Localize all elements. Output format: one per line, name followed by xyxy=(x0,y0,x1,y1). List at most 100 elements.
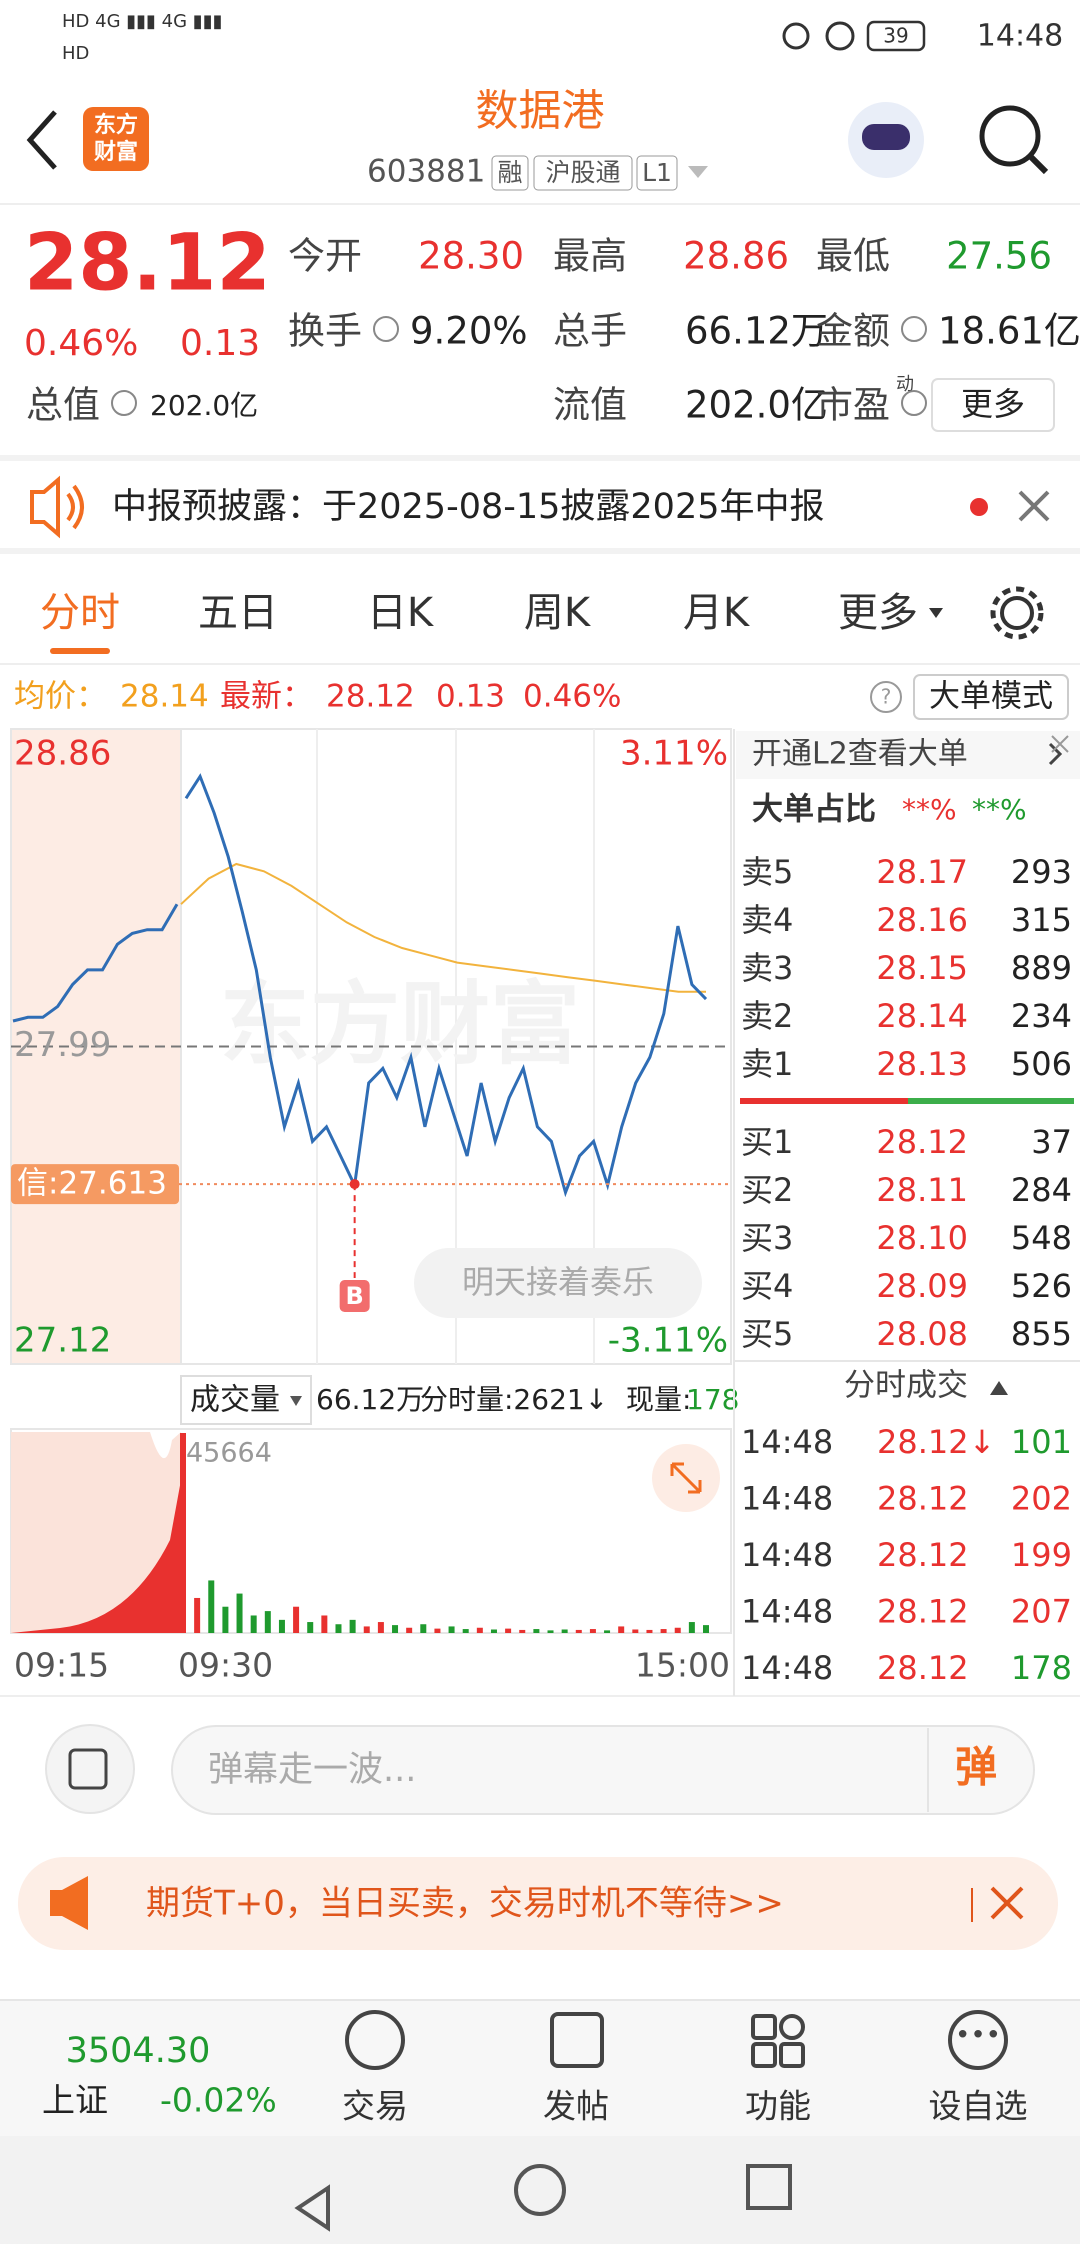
index-value[interactable]: 3504.30 xyxy=(66,2031,211,2071)
volume-bar xyxy=(646,1629,653,1633)
l2-close[interactable] xyxy=(1051,735,1069,753)
trade-time: 14:48 xyxy=(741,1423,833,1461)
book-label: 卖4 xyxy=(741,901,793,939)
info-latest-label: 最新： xyxy=(220,679,313,715)
trade-volume: 101 xyxy=(1011,1423,1072,1461)
field-label: 市盈 xyxy=(816,384,890,427)
book-price: 28.16 xyxy=(876,901,968,939)
back-button[interactable] xyxy=(26,110,57,170)
field-label: 最高 xyxy=(553,235,627,278)
volume-bar xyxy=(321,1615,328,1633)
custom-icon xyxy=(948,2010,1008,2070)
nav-item[interactable]: 交易 xyxy=(342,2087,408,2126)
trade-volume: 202 xyxy=(1011,1480,1072,1518)
nav-item[interactable]: 功能 xyxy=(745,2087,811,2126)
avatar-face xyxy=(862,124,910,150)
tab[interactable]: 周K xyxy=(524,590,592,636)
volume-bar xyxy=(278,1619,285,1633)
tab[interactable]: 五日 xyxy=(198,590,278,636)
info-row: 均价： 28.14 最新： 28.12 0.13 0.46% xyxy=(14,679,621,715)
tag-box xyxy=(636,155,678,191)
book-volume: 293 xyxy=(1011,853,1072,891)
field-label: 今开 xyxy=(288,235,362,278)
time-tick-label: 15:00 xyxy=(635,1646,730,1685)
field-label: 流值 xyxy=(553,384,627,427)
settings-icon[interactable] xyxy=(1000,596,1034,630)
notice-close[interactable] xyxy=(1018,490,1050,522)
field-value: 66.12万 xyxy=(685,310,828,353)
field-label: 金额 xyxy=(816,310,890,353)
speaker-waves xyxy=(66,484,84,530)
notice-dot xyxy=(970,498,988,516)
ad-close[interactable] xyxy=(990,1886,1024,1920)
nav-item[interactable]: 发帖 xyxy=(543,2087,609,2126)
y-tick-label: 27.99 xyxy=(14,1025,111,1065)
field-label: 总手 xyxy=(553,310,627,353)
status-hd: HD 4G ▮▮▮ 4G ▮▮▮ xyxy=(62,11,223,32)
chevron xyxy=(1048,742,1063,766)
tab[interactable]: 分时 xyxy=(40,590,120,636)
trade-price: 28.12 xyxy=(877,1649,969,1687)
mode-button[interactable] xyxy=(913,674,1069,720)
danmaku-toggle[interactable] xyxy=(45,1724,135,1814)
dropdown-arrow[interactable] xyxy=(688,166,708,178)
sort-arrow[interactable] xyxy=(990,1381,1008,1395)
field-sup: 动 xyxy=(896,374,914,395)
tab[interactable]: 更多 xyxy=(838,590,918,636)
nav-back[interactable] xyxy=(294,2184,330,2232)
volume-bar xyxy=(490,1629,497,1633)
ad-banner[interactable] xyxy=(18,1857,1058,1950)
help-mark: ? xyxy=(881,685,892,709)
tag-box xyxy=(491,155,529,191)
trade-price: 28.12 xyxy=(877,1593,969,1631)
info-icon xyxy=(373,316,399,342)
system-nav-bg xyxy=(0,2136,1080,2244)
ad-icon xyxy=(50,1876,88,1930)
danmaku-button[interactable]: 弹 xyxy=(955,1743,997,1792)
battery-level: 39 xyxy=(883,24,908,48)
tag: 沪股通 xyxy=(545,158,620,187)
period-volume: 分时量:2621↓ xyxy=(420,1383,608,1416)
volume-bar xyxy=(547,1630,554,1633)
trade-time: 14:48 xyxy=(741,1593,833,1631)
nav-home[interactable] xyxy=(514,2164,566,2216)
trade-time: 14:48 xyxy=(741,1480,833,1518)
volume-bar xyxy=(589,1629,596,1633)
logo xyxy=(83,107,149,171)
search-button[interactable] xyxy=(979,105,1041,167)
volume-bar xyxy=(519,1629,526,1633)
price-line xyxy=(184,773,708,1198)
volume-bar xyxy=(222,1606,229,1633)
eye-icon xyxy=(782,22,810,50)
volume-chart: 45664 09:15 09:30 15:00 xyxy=(14,1433,730,1685)
tab[interactable]: 月K xyxy=(683,590,751,636)
volume-bar xyxy=(604,1630,611,1633)
nav-item[interactable]: 设自选 xyxy=(929,2087,1028,2126)
trade-time: 14:48 xyxy=(741,1536,833,1574)
more-button[interactable] xyxy=(931,378,1055,432)
comment-input[interactable] xyxy=(171,1725,1035,1815)
tag: L1 xyxy=(642,158,672,187)
pct-tick-label: 3.11% xyxy=(620,734,728,774)
marker-label: B xyxy=(346,1282,364,1310)
notice-text[interactable]: 中报预披露：于2025-08-15披露2025年中报 xyxy=(112,487,824,527)
trades: 14:48 28.12↓ 101 14:48 28.12 202 14:48 28.12 199… xyxy=(741,1423,1072,1687)
book-volume: 506 xyxy=(1011,1045,1072,1083)
tab[interactable]: 日K xyxy=(367,590,435,636)
volume-selector[interactable] xyxy=(180,1375,312,1425)
volume-bar xyxy=(660,1629,667,1633)
tag-box xyxy=(533,155,633,191)
volume-bar xyxy=(618,1626,625,1633)
l2-text[interactable]: 开通L2查看大单 xyxy=(752,737,968,772)
volume-bar xyxy=(194,1597,201,1633)
nav-recent[interactable] xyxy=(746,2164,792,2210)
pre-market-volume-zone xyxy=(11,1432,181,1633)
help-icon[interactable] xyxy=(870,681,902,713)
tag: 融 xyxy=(497,158,522,187)
book-volume: 548 xyxy=(1011,1219,1072,1257)
logo-text: 财富 xyxy=(94,139,138,165)
tabs: 分时 五日 日K 周K 月K 更多 xyxy=(40,590,943,654)
book-label: 卖1 xyxy=(741,1045,793,1083)
